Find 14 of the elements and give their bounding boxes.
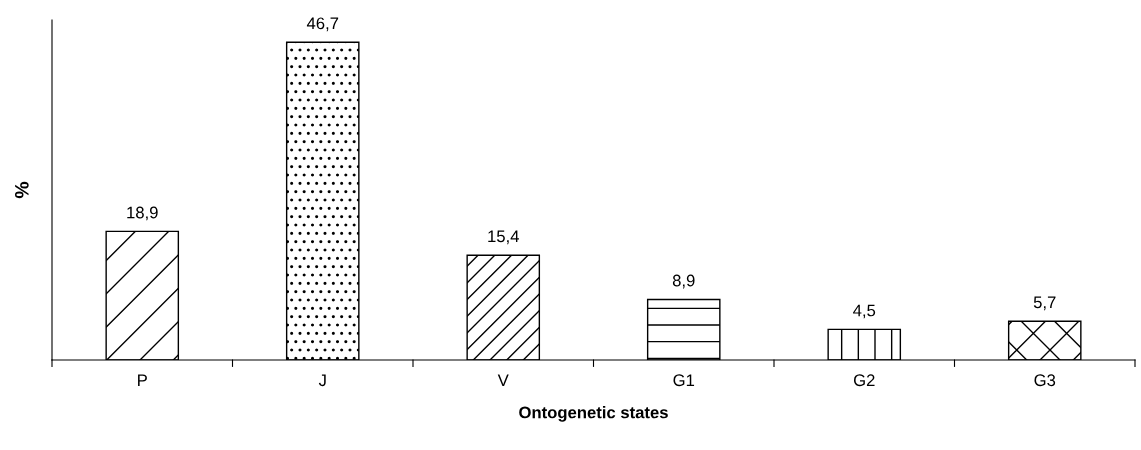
data-label: 4,5 (853, 304, 876, 319)
x-tick-label: G1 (673, 374, 695, 387)
data-label: 8,9 (672, 274, 695, 289)
data-label: 15,4 (488, 230, 519, 245)
x-tick-label: V (497, 374, 509, 386)
x-tick-label: G2 (853, 374, 875, 387)
data-label: 5,7 (1033, 296, 1056, 311)
x-tick-label: J (318, 374, 326, 387)
data-label: 46,7 (306, 17, 339, 32)
x-axis-title: Ontogenetic states (519, 406, 668, 422)
x-tick-label: G3 (1034, 374, 1056, 387)
data-label: 18,9 (127, 206, 158, 221)
y-axis-title: % (14, 181, 29, 199)
x-tick-label: P (138, 374, 147, 386)
